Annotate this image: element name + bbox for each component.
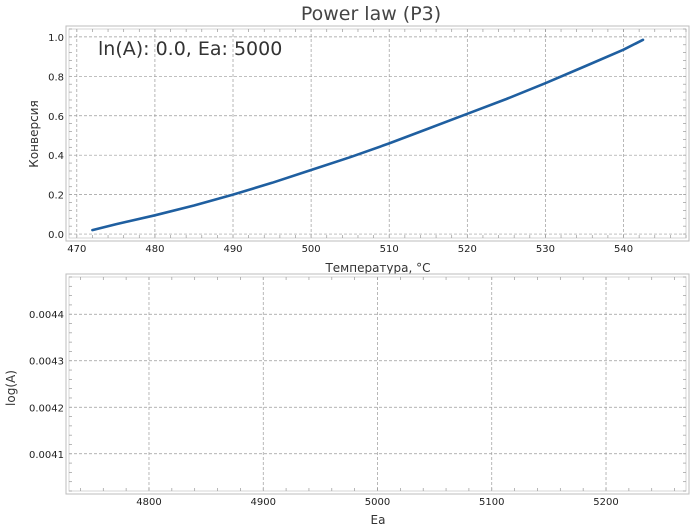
y-tick-label: 0.4 (48, 151, 64, 162)
conversion-chart: Power law (P3) 470 480 490 500 510 520 530 540 … (27, 3, 690, 275)
x-tick-label: 4800 (136, 497, 161, 508)
y-tick-label: 0.0 (48, 230, 64, 241)
top-y-tick-labels: 0.0 0.2 0.4 0.6 0.8 1.0 (48, 33, 64, 241)
chart-annotation: ln(A): 0.0, Ea: 5000 (98, 38, 282, 60)
x-tick-label: 490 (223, 244, 242, 255)
x-tick-label: 510 (380, 244, 399, 255)
y-tick-label: 0.2 (48, 191, 64, 202)
conversion-series-line (91, 38, 645, 232)
bottom-grid (69, 277, 686, 491)
x-tick-label: 5200 (593, 497, 618, 508)
bottom-y-tick-labels: 0.0041 0.0042 0.0043 0.0044 (29, 310, 64, 461)
top-ticks (69, 28, 687, 238)
y-tick-label: 0.0044 (29, 310, 64, 321)
y-tick-label: 0.0042 (29, 403, 64, 414)
bottom-plot-frame (65, 273, 690, 495)
chart-title: Power law (P3) (301, 3, 441, 25)
x-tick-label: 520 (458, 244, 477, 255)
bottom-ticks (69, 276, 686, 492)
x-axis-label: Температура, °C (324, 261, 430, 275)
x-tick-label: 470 (67, 244, 86, 255)
y-tick-label: 0.6 (48, 112, 64, 123)
bottom-y-axis-label: log(A) (4, 370, 18, 406)
x-tick-label: 5000 (365, 497, 390, 508)
x-tick-label: 5100 (479, 497, 504, 508)
x-tick-label: 530 (536, 244, 555, 255)
top-x-tick-labels: 470 480 490 500 510 520 530 540 (67, 244, 633, 255)
y-tick-label: 1.0 (48, 33, 64, 44)
top-grid (69, 29, 686, 238)
y-axis-label: Конверсия (27, 100, 41, 167)
x-tick-label: 540 (614, 244, 633, 255)
y-tick-label: 0.0043 (29, 357, 64, 368)
loga-ea-chart: 4800 4900 5000 5100 5200 0.00410.00420.00430… (4, 273, 690, 527)
y-tick-label: 0.8 (48, 72, 64, 83)
x-tick-label: 4900 (251, 497, 276, 508)
y-tick-label: 0.0041 (29, 450, 64, 461)
top-plot-frame (65, 25, 690, 242)
bottom-x-tick-labels: 4800 4900 5000 5100 5200 (136, 497, 618, 508)
top-plot-inner-frame (68, 28, 687, 239)
bottom-x-axis-label: Ea (371, 513, 386, 527)
x-tick-label: 480 (145, 244, 164, 255)
x-tick-label: 500 (302, 244, 321, 255)
